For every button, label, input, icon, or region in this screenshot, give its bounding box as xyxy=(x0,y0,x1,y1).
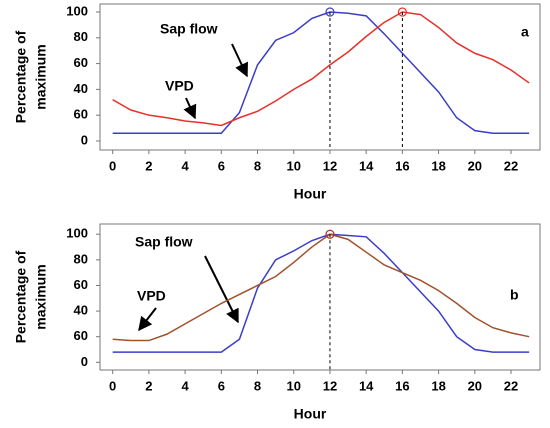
annotation: VPD xyxy=(137,288,166,304)
x-tick-label: 12 xyxy=(323,158,337,173)
y-tick-label: 40 xyxy=(74,303,88,318)
peak-marker xyxy=(397,7,407,17)
y-tick-label: 100 xyxy=(66,226,88,241)
y-tick-label: 60 xyxy=(74,107,88,122)
series-line xyxy=(112,233,530,353)
annotation: Sap flow xyxy=(135,234,193,250)
peak-marker xyxy=(325,229,335,239)
x-tick-label: 0 xyxy=(109,378,116,393)
x-tick-label: 8 xyxy=(254,378,261,393)
y-tick-label: 60 xyxy=(74,277,88,292)
y-tick-label: 0 xyxy=(81,354,88,369)
x-tick-label: 20 xyxy=(468,378,482,393)
x-tick-label: 14 xyxy=(359,158,374,173)
x-tick-label: 4 xyxy=(181,158,189,173)
x-tick-label: 20 xyxy=(468,158,482,173)
x-tick-label: 22 xyxy=(504,158,518,173)
x-tick-label: 2 xyxy=(145,378,152,393)
arrow xyxy=(138,307,157,332)
arrow xyxy=(231,43,248,78)
x-tick-label: 10 xyxy=(287,158,301,173)
y-tick-label: 60 xyxy=(74,55,88,70)
y-tick-label: 0 xyxy=(81,132,88,147)
x-axis-label: Hour xyxy=(294,406,327,422)
peak-marker xyxy=(325,7,335,17)
x-tick-label: 6 xyxy=(218,158,225,173)
x-tick-label: 16 xyxy=(395,158,409,173)
x-tick-label: 0 xyxy=(109,158,116,173)
x-tick-label: 18 xyxy=(431,158,445,173)
x-axis-label: Hour xyxy=(294,186,327,202)
series-line xyxy=(112,11,530,127)
y-tick-label: 100 xyxy=(66,3,88,18)
annotation: VPD xyxy=(165,78,194,94)
x-tick-label: 22 xyxy=(504,378,518,393)
arrows xyxy=(138,43,248,332)
y-axis-label: Percentage of xyxy=(13,30,29,123)
plot-frame xyxy=(99,223,541,371)
x-tick-label: 14 xyxy=(359,378,374,393)
y-tick-label: 80 xyxy=(74,29,88,44)
x-tick-label: 10 xyxy=(287,378,301,393)
x-tick-label: 4 xyxy=(181,378,189,393)
y-tick-label: 80 xyxy=(74,251,88,266)
x-tick-label: 6 xyxy=(218,378,225,393)
x-tick-label: 8 xyxy=(254,158,261,173)
y-tick-label: 40 xyxy=(74,81,88,96)
y-axis-label: maximum xyxy=(33,44,49,109)
y-axis-label: maximum xyxy=(33,264,49,329)
annotation: Sap flow xyxy=(160,21,218,37)
x-tick-label: 12 xyxy=(323,378,337,393)
annotation: b xyxy=(510,287,519,303)
x-tick-label: 18 xyxy=(431,378,445,393)
arrow xyxy=(183,97,197,120)
plot-frame xyxy=(99,3,541,151)
y-axis-label: Percentage of xyxy=(13,250,29,343)
arrow xyxy=(204,255,239,324)
y-tick-label: 60 xyxy=(74,328,88,343)
x-tick-label: 2 xyxy=(145,158,152,173)
series-line xyxy=(112,233,530,342)
series-line xyxy=(112,11,530,134)
x-tick-label: 16 xyxy=(395,378,409,393)
annotation: a xyxy=(521,24,529,40)
